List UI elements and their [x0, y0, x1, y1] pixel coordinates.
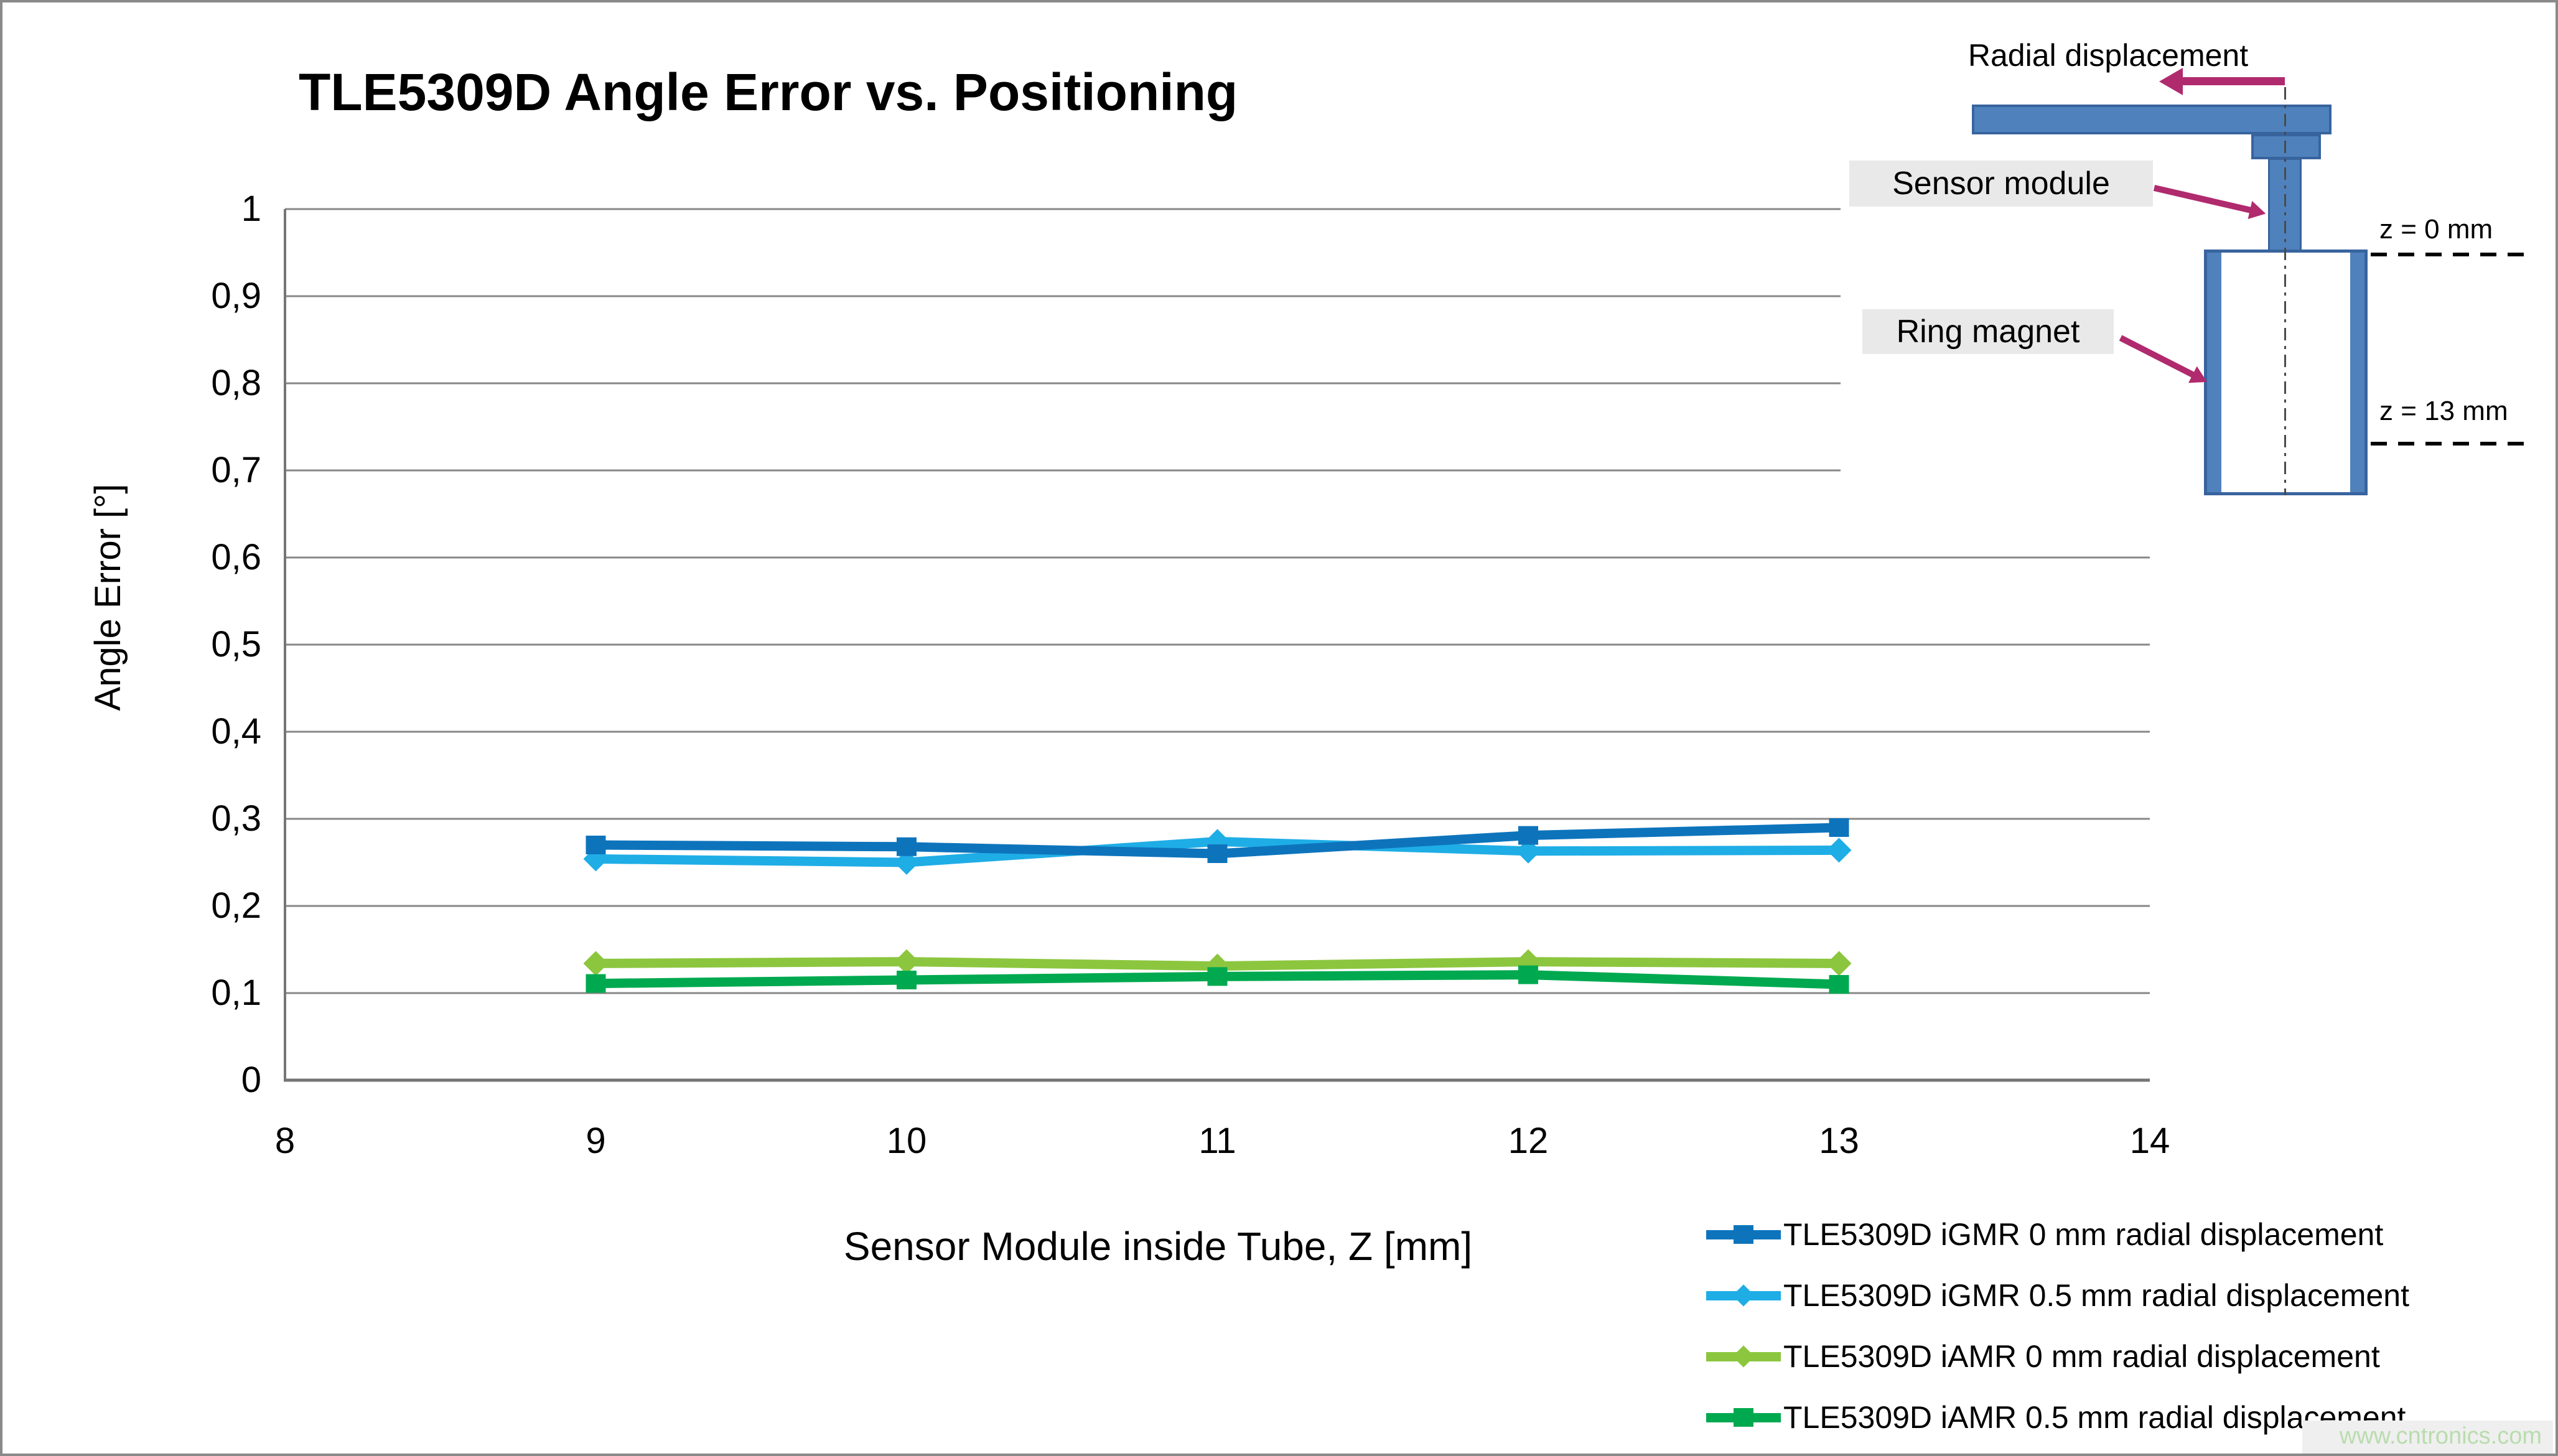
legend-marker-icon: [1734, 1225, 1753, 1244]
legend-label: TLE5309D iAMR 0 mm radial displacement: [1783, 1339, 2380, 1374]
x-tick-label: 10: [886, 1121, 927, 1161]
series-0-marker-icon: [586, 836, 606, 854]
y-tick-label: 0,2: [211, 885, 261, 926]
y-tick-label: 0,9: [211, 276, 261, 316]
series-3-marker-icon: [897, 971, 917, 989]
x-tick-label: 11: [1198, 1121, 1236, 1161]
y-tick-label: 0,5: [211, 624, 261, 665]
z0-label: z = 0 mm: [2379, 214, 2493, 245]
series-0-marker-icon: [1207, 844, 1228, 863]
legend-marker-icon: [1734, 1408, 1753, 1427]
sensor-module-label: Sensor module: [1849, 161, 2153, 207]
series-0-marker-icon: [1518, 826, 1538, 845]
legend: TLE5309D iGMR 0 mm radial displacement T…: [1706, 1215, 2409, 1454]
x-tick-label: 13: [1819, 1121, 1859, 1161]
series-3-marker-icon: [586, 974, 606, 993]
z13-dashed-line: [2371, 442, 2524, 446]
series-0-marker-icon: [1829, 818, 1849, 837]
y-tick-label: 0,3: [211, 798, 261, 839]
legend-label: TLE5309D iGMR 0.5 mm radial displacement: [1783, 1278, 2409, 1313]
legend-item: TLE5309D iGMR 0 mm radial displacement: [1706, 1215, 2409, 1254]
series-3-marker-icon: [1518, 965, 1538, 984]
fixture-arm-shape: [1972, 105, 2332, 134]
watermark: www.cntronics.com: [2302, 1421, 2553, 1454]
series-2-marker-icon: [583, 951, 609, 976]
x-tick-label: 8: [274, 1121, 296, 1161]
sensor-module-arrow-icon: [2153, 185, 2252, 213]
ring-magnet-label: Ring magnet: [1862, 309, 2114, 354]
y-tick-label: 0: [241, 1060, 261, 1100]
chart-title: TLE5309D Angle Error vs. Positioning: [299, 63, 1238, 121]
series-3-marker-icon: [1207, 967, 1228, 986]
z13-label: z = 13 mm: [2379, 396, 2508, 426]
axis-centerline: [2284, 87, 2286, 495]
legend-item: TLE5309D iAMR 0 mm radial displacement: [1706, 1337, 2409, 1376]
series-1-marker-icon: [1826, 838, 1852, 863]
x-tick-label: 9: [586, 1121, 606, 1161]
legend-marker-icon: [1732, 1284, 1755, 1307]
radial-displacement-arrow-icon: [2182, 77, 2285, 85]
x-tick-label: 14: [2129, 1121, 2170, 1161]
series-1-marker-icon: [894, 850, 919, 875]
positioning-diagram: Radial displacement Sensor module Ring m…: [1841, 2, 2556, 495]
radial-displacement-label: Radial displacement: [1968, 38, 2249, 73]
series-2-marker-icon: [894, 949, 919, 974]
ring-magnet-arrow-icon: [2119, 335, 2195, 378]
series-2-marker-icon: [1826, 951, 1852, 976]
series-3-marker-icon: [1829, 975, 1849, 994]
z0-dashed-line: [2371, 253, 2524, 256]
x-tick-label: 12: [1508, 1121, 1549, 1161]
y-axis-title: Angle Error [°]: [88, 483, 128, 711]
legend-label: TLE5309D iAMR 0.5 mm radial displacement: [1783, 1400, 2406, 1435]
magnet-right-wall: [2350, 253, 2364, 492]
y-tick-label: 0,4: [211, 711, 261, 752]
fixture-collar-shape: [2251, 134, 2321, 159]
y-tick-label: 0,6: [211, 537, 261, 577]
series-0-marker-icon: [897, 837, 917, 856]
y-tick-label: 0,1: [211, 973, 261, 1013]
legend-label: TLE5309D iGMR 0 mm radial displacement: [1783, 1217, 2384, 1252]
legend-marker-icon: [1732, 1345, 1755, 1368]
magnet-left-wall: [2207, 253, 2221, 492]
series-1-marker-icon: [1516, 838, 1541, 864]
y-tick-label: 0,7: [211, 450, 261, 490]
legend-item: TLE5309D iGMR 0.5 mm radial displacement: [1706, 1276, 2409, 1315]
y-tick-label: 1: [241, 189, 261, 229]
legend-item: TLE5309D iAMR 0.5 mm radial displacement: [1706, 1398, 2409, 1437]
y-tick-label: 0,8: [211, 363, 261, 403]
x-axis-title: Sensor Module inside Tube, Z [mm]: [843, 1224, 1473, 1269]
